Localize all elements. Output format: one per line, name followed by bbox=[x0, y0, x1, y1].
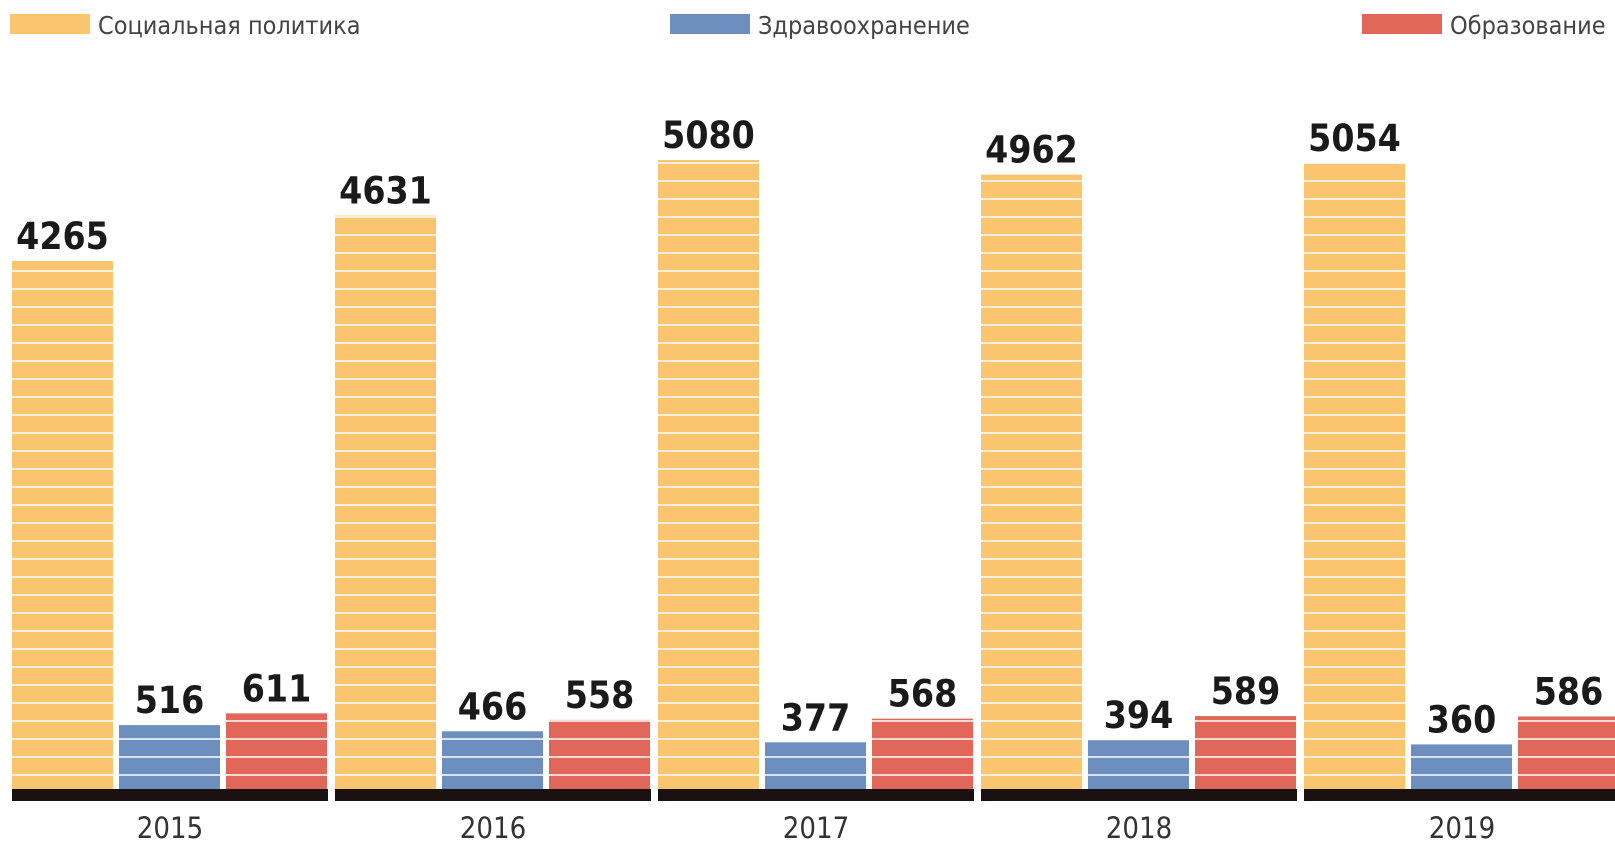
data-label: 4265 bbox=[16, 215, 109, 258]
data-label: 394 bbox=[1104, 694, 1173, 737]
baseline bbox=[1304, 789, 1615, 801]
baseline bbox=[658, 789, 974, 801]
bar bbox=[1518, 716, 1615, 789]
legend-label: Социальная политика bbox=[98, 11, 361, 40]
bar bbox=[1304, 163, 1405, 789]
bar bbox=[226, 713, 327, 789]
data-label: 466 bbox=[458, 685, 527, 728]
baseline bbox=[12, 789, 328, 801]
bar bbox=[981, 174, 1082, 790]
x-tick-label: 2016 bbox=[460, 811, 526, 845]
legend-swatch bbox=[1362, 14, 1442, 34]
bar bbox=[1411, 744, 1512, 789]
legend-label: Здравоохранение bbox=[758, 11, 970, 40]
bar bbox=[1088, 740, 1189, 789]
data-label: 568 bbox=[888, 673, 957, 716]
bar bbox=[119, 725, 220, 789]
bar bbox=[658, 160, 759, 789]
data-label: 5054 bbox=[1308, 117, 1401, 160]
baseline bbox=[981, 789, 1297, 801]
x-tick-label: 2017 bbox=[783, 811, 849, 845]
bar bbox=[872, 718, 973, 789]
x-tick-label: 2015 bbox=[137, 811, 203, 845]
bar bbox=[1195, 716, 1296, 789]
legend-swatch bbox=[670, 14, 750, 34]
x-tick-label: 2019 bbox=[1429, 811, 1495, 845]
data-label: 611 bbox=[242, 667, 311, 710]
baseline bbox=[335, 789, 651, 801]
legend-swatch bbox=[10, 14, 90, 34]
data-label: 589 bbox=[1211, 670, 1280, 713]
legend-label: Образование bbox=[1450, 11, 1606, 40]
bar bbox=[765, 742, 866, 789]
bar bbox=[549, 719, 650, 789]
data-label: 516 bbox=[135, 679, 204, 722]
data-label: 360 bbox=[1427, 698, 1496, 741]
bar bbox=[442, 731, 543, 789]
data-label: 586 bbox=[1534, 670, 1603, 713]
bar bbox=[12, 260, 113, 789]
bar bbox=[335, 215, 436, 790]
data-label: 4962 bbox=[985, 129, 1078, 172]
data-label: 5080 bbox=[662, 114, 755, 157]
data-label: 377 bbox=[781, 696, 850, 739]
x-tick-label: 2018 bbox=[1106, 811, 1172, 845]
data-label: 558 bbox=[565, 674, 634, 717]
data-label: 4631 bbox=[339, 170, 432, 213]
